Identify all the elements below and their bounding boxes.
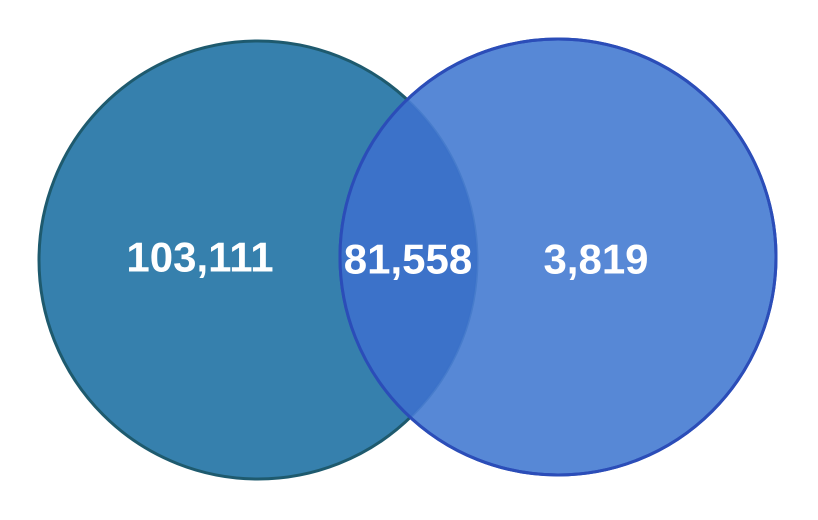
left-only-count: 103,111 [126, 234, 273, 281]
right-only-count: 3,819 [543, 236, 648, 283]
right-set-outline [338, 37, 778, 477]
overlap-count: 81,558 [344, 236, 472, 283]
